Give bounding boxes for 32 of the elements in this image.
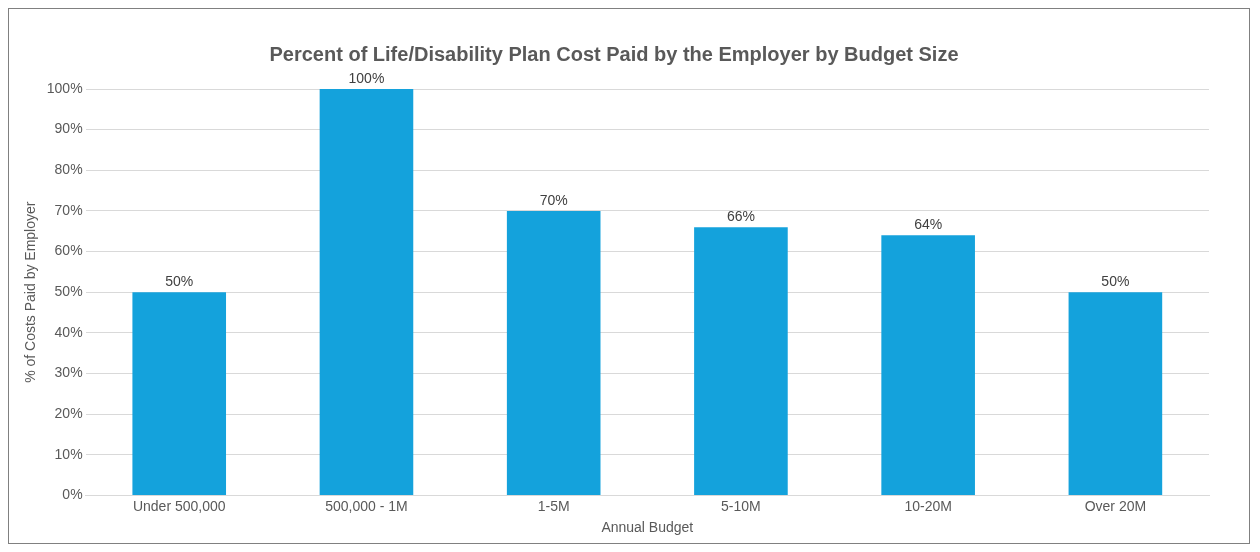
chart-title: Percent of Life/Disability Plan Cost Paid by the Employer by Budget Size	[269, 42, 959, 65]
bar	[1068, 292, 1163, 495]
data-label: 100%	[348, 69, 385, 86]
data-label: 64%	[914, 216, 943, 233]
y-tick-label: 10%	[54, 445, 83, 462]
bar	[319, 89, 414, 495]
y-tick-label: 50%	[54, 283, 83, 300]
x-tick-label: 10-20M	[904, 497, 952, 514]
x-tick-label: Over 20M	[1084, 497, 1147, 514]
data-label: 50%	[165, 273, 194, 290]
x-tick-label: 1-5M	[537, 497, 570, 514]
data-label: 70%	[539, 191, 568, 208]
y-tick-label: 70%	[54, 201, 83, 218]
x-tick-label: 5-10M	[721, 497, 761, 514]
y-tick-label: 100%	[46, 79, 83, 96]
bar	[881, 235, 975, 495]
x-tick-label: 500,000 - 1M	[325, 497, 408, 514]
x-axis-title: Annual Budget	[601, 519, 694, 536]
bar	[132, 292, 227, 495]
y-tick-label: 20%	[54, 404, 83, 421]
y-tick-label: 60%	[54, 242, 83, 259]
y-tick-label: 40%	[54, 323, 83, 340]
y-axis-title: % of Costs Paid by Employer	[22, 201, 39, 383]
y-tick-label: 80%	[54, 161, 83, 178]
x-tick-label: Under 500,000	[132, 497, 226, 514]
bar	[694, 227, 788, 495]
data-label: 50%	[1101, 273, 1130, 290]
y-tick-label: 0%	[62, 486, 83, 503]
bar	[506, 210, 601, 495]
y-tick-label: 30%	[54, 364, 83, 381]
data-label: 66%	[726, 208, 755, 225]
y-tick-label: 90%	[54, 120, 83, 137]
